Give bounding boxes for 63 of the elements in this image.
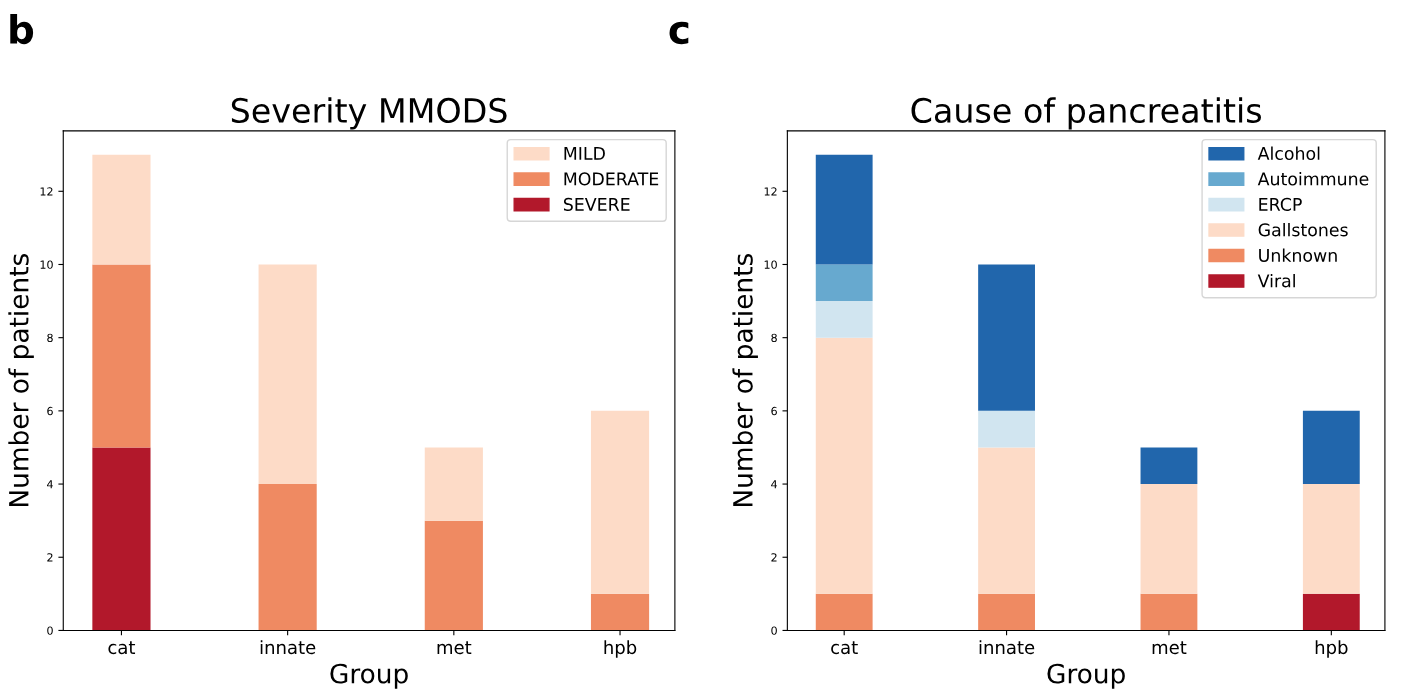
- y-tick-label: 0: [47, 626, 53, 635]
- bar: [590, 410, 650, 594]
- chart-title: Cause of pancreatitis: [911, 97, 1261, 130]
- y-tick-label: 2: [771, 553, 777, 562]
- bar: [1302, 484, 1360, 594]
- legend-label: SEVERE: [563, 197, 630, 211]
- bar: [978, 593, 1035, 631]
- bar: [258, 484, 317, 631]
- x-tick-label: met: [1152, 641, 1187, 655]
- chart-title: Severity MMODS: [231, 97, 507, 130]
- bar: [424, 447, 483, 521]
- y-tick-label: 4: [771, 480, 778, 489]
- y-tick-label: 8: [47, 333, 53, 343]
- bar: [1302, 410, 1360, 485]
- bar: [92, 264, 151, 448]
- y-tick-label: 12: [764, 187, 777, 196]
- y-axis-title: Number of patients: [732, 254, 758, 507]
- y-tick-label: 2: [47, 553, 53, 562]
- legend-label: Unknown: [1259, 248, 1337, 262]
- bar: [424, 520, 483, 631]
- bar: [1140, 484, 1198, 594]
- y-tick-label: 6: [47, 406, 53, 416]
- bar: [590, 593, 650, 631]
- bar: [815, 264, 873, 302]
- x-tick-label: cat: [108, 641, 136, 655]
- bar: [258, 264, 317, 485]
- y-tick-label: 10: [764, 260, 777, 269]
- text: c: [669, 21, 689, 45]
- bar: [978, 410, 1035, 448]
- x-tick-label: hpb: [604, 640, 637, 658]
- bar: [92, 154, 151, 265]
- legend-label: Alcohol: [1257, 146, 1320, 160]
- y-tick-label: 0: [771, 626, 777, 635]
- bar: [1140, 447, 1198, 485]
- text: b: [10, 14, 34, 45]
- x-tick-label: cat: [831, 641, 858, 655]
- x-tick-label: innate: [979, 640, 1035, 655]
- legend-label: MILD: [564, 147, 605, 160]
- bar: [815, 301, 873, 338]
- x-axis-title: Group: [1047, 663, 1125, 689]
- legend-label: MODERATE: [564, 172, 659, 186]
- bar: [978, 264, 1035, 411]
- bar: [815, 337, 873, 594]
- legend-label: Autoimmune: [1257, 172, 1369, 186]
- x-axis-title: Group: [330, 663, 408, 689]
- x-tick-label: hpb: [1315, 640, 1348, 658]
- legend-label: Gallstones: [1258, 222, 1348, 237]
- y-tick-label: 10: [40, 260, 53, 269]
- y-tick-label: 4: [47, 480, 53, 489]
- x-tick-label: met: [437, 641, 472, 655]
- bar: [815, 593, 873, 631]
- y-axis-title: Number of patients: [8, 254, 34, 507]
- y-tick-label: 12: [40, 187, 53, 196]
- x-tick-label: innate: [260, 640, 316, 655]
- bar: [978, 447, 1035, 594]
- legend-label: Viral: [1257, 273, 1295, 288]
- bar: [815, 154, 873, 265]
- y-tick-label: 8: [771, 333, 777, 343]
- bar: [92, 447, 151, 631]
- legend-label: ERCP: [1259, 197, 1302, 211]
- bar: [1140, 593, 1198, 631]
- y-tick-label: 6: [771, 406, 777, 416]
- bar: [1302, 593, 1360, 631]
